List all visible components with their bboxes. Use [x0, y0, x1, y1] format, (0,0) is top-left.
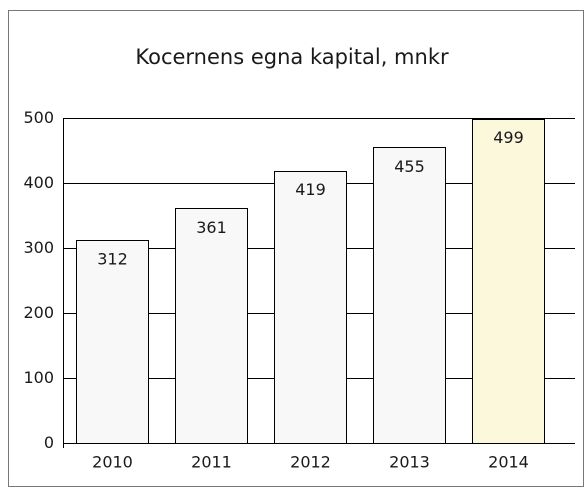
- y-tick-label: 100: [23, 368, 54, 387]
- y-tick-label: 400: [23, 173, 54, 192]
- value-label: 361: [196, 218, 227, 237]
- y-tick-label: 0: [44, 433, 54, 452]
- bar: [274, 171, 347, 444]
- value-label: 419: [295, 180, 326, 199]
- x-tick-label: 2014: [488, 453, 529, 472]
- chart-title: Kocernens egna kapital, mnkr: [135, 45, 449, 69]
- bar: [76, 240, 149, 444]
- bar: [373, 147, 446, 444]
- y-tick-label: 500: [23, 108, 54, 127]
- bar: [472, 119, 545, 444]
- x-tick-label: 2011: [191, 453, 232, 472]
- bar: [175, 208, 248, 444]
- value-label: 455: [394, 157, 425, 176]
- x-tick-label: 2012: [290, 453, 331, 472]
- value-label: 499: [493, 128, 524, 147]
- x-tick-label: 2013: [389, 453, 430, 472]
- value-label: 312: [97, 250, 128, 269]
- y-tick-label: 300: [23, 238, 54, 257]
- x-tick-label: 2010: [92, 453, 133, 472]
- y-tick-label: 200: [23, 303, 54, 322]
